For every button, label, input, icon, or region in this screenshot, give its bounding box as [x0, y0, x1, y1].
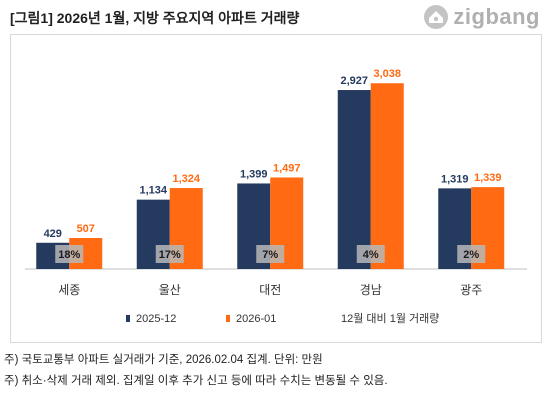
footnote-disclaimer: 주) 취소·삭제 거래 제외. 집계일 이후 추가 신고 등에 따라 수치는 변…: [4, 375, 388, 387]
data-label-2026-01-5: 1,339: [474, 172, 502, 184]
legend-label-2026-01: 2026-01: [236, 313, 276, 325]
data-label-2025-12-2: 1,134: [139, 185, 167, 197]
change-box-3: [256, 245, 285, 263]
data-label-2025-12-4: 2,927: [340, 75, 368, 87]
change-box-4: [356, 245, 385, 263]
data-label-2025-12-3: 1,399: [240, 168, 268, 180]
legend-label-2025-12: 2025-12: [136, 313, 176, 325]
x-tick-label-4: 경남: [360, 283, 382, 297]
x-tick-label-1: 세종: [58, 283, 80, 297]
change-label-2: 17%: [159, 249, 181, 261]
change-box-2: [155, 245, 184, 263]
legend-swatch-2025-12: [126, 315, 130, 322]
x-tick-label-2: 울산: [159, 283, 181, 297]
zigbang-logo: zigbang: [423, 4, 540, 30]
legend-swatch-2026-01: [226, 315, 230, 322]
footnote-source: 주) 국토교통부 아파트 실거래가 기준, 2026.02.04 집계. 단위:…: [4, 354, 323, 366]
data-label-2025-12-5: 1,319: [441, 173, 469, 185]
bar-chart: 429 507 18% 세종 1,134 1,324 17% 울산 1,399 1,497 7% 대전…: [25, 68, 527, 325]
bar-2026-01-4: [370, 83, 404, 269]
x-tick-label-3: 대전: [259, 283, 281, 297]
change-label-5: 2%: [463, 249, 479, 261]
data-label-2026-01-2: 1,324: [172, 173, 200, 185]
legend-label-change: 12월 대비 1월 거래량: [341, 312, 439, 325]
bar-2025-12-4: [337, 90, 371, 270]
data-label-2026-01-1: 507: [77, 223, 95, 235]
data-label-2026-01-3: 1,497: [273, 162, 301, 174]
change-box-5: [457, 245, 486, 263]
change-label-4: 4%: [363, 249, 379, 261]
logo-text: zigbang: [453, 4, 540, 29]
x-tick-label-5: 광주: [460, 283, 482, 297]
change-box-1: [55, 245, 84, 263]
chart-title: [그림1] 2026년 1월, 지방 주요지역 아파트 거래량: [10, 10, 300, 26]
data-label-2025-12-1: 429: [44, 228, 62, 240]
change-label-3: 7%: [262, 249, 278, 261]
data-label-2026-01-4: 3,038: [373, 68, 401, 80]
chart-panel: 429 507 18% 세종 1,134 1,324 17% 울산 1,399 1,497 7% 대전…: [10, 34, 542, 343]
zigbang-house-icon: [424, 5, 449, 29]
change-label-1: 18%: [58, 249, 80, 261]
